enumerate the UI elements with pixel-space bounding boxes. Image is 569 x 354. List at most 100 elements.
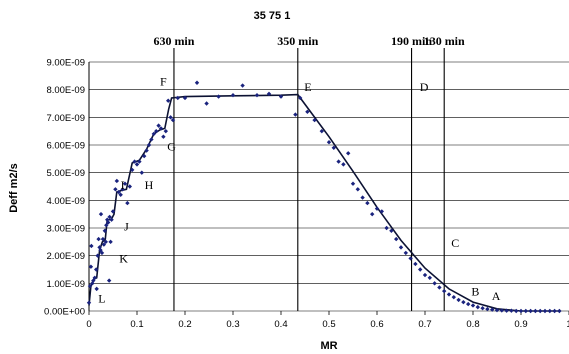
data-point <box>518 308 524 314</box>
data-point <box>113 187 118 192</box>
data-point <box>96 236 101 242</box>
data-point <box>240 83 245 88</box>
data-point <box>151 131 156 137</box>
x-tick-label: 0 <box>86 319 91 330</box>
data-point <box>125 200 130 206</box>
y-tick-label: 0.00E+00 <box>44 307 85 318</box>
data-point <box>446 292 452 297</box>
x-tick-label: 0.5 <box>322 319 335 330</box>
data-point <box>360 195 365 200</box>
data-point <box>305 109 310 114</box>
data-point <box>109 217 114 222</box>
data-point <box>137 159 142 164</box>
data-point <box>98 211 104 217</box>
x-tick-label: 0.8 <box>466 319 479 330</box>
x-tick-label: 0.3 <box>226 319 239 330</box>
region-label: G <box>167 139 176 153</box>
data-point <box>182 95 188 101</box>
y-tick-label: 7.00E-09 <box>46 113 85 124</box>
y-tick-label: 4.00E-09 <box>46 196 85 207</box>
time-marker-label: 350 min <box>277 34 318 48</box>
data-point <box>557 308 562 314</box>
data-point <box>466 301 471 307</box>
data-point <box>106 278 112 283</box>
data-point <box>127 184 132 189</box>
data-point <box>341 162 346 167</box>
data-point <box>336 159 341 164</box>
chart-title: 35 75 1 <box>254 10 291 22</box>
data-point <box>485 306 490 312</box>
data-point <box>139 170 144 175</box>
data-point <box>451 294 456 300</box>
data-point <box>326 140 332 145</box>
data-point <box>87 283 93 289</box>
data-point <box>194 80 200 85</box>
data-point <box>331 145 336 150</box>
region-label: F <box>160 74 167 88</box>
data-point <box>418 267 423 272</box>
x-tick-label: 0.4 <box>274 319 287 330</box>
data-point <box>166 98 171 103</box>
data-point <box>134 162 140 167</box>
data-point <box>408 256 413 261</box>
plot-area: 0.00E+00 1.00E-09 2.00E-09 3.00E-09 4.00E-09… <box>44 34 569 330</box>
data-point <box>230 93 236 98</box>
data-point <box>319 128 324 134</box>
data-point <box>504 308 509 313</box>
x-tick-label: 0.9 <box>514 319 527 330</box>
data-point <box>110 209 116 214</box>
data-point <box>528 308 533 314</box>
data-point <box>389 228 394 233</box>
data-point <box>130 167 135 173</box>
data-point <box>92 275 97 280</box>
region-label: I <box>121 178 125 192</box>
data-point <box>149 137 154 142</box>
x-axis-label: MR <box>320 340 337 352</box>
data-point <box>216 94 221 99</box>
data-point <box>161 134 166 139</box>
data-point <box>107 214 112 220</box>
x-tick-label: 0.2 <box>178 319 191 330</box>
time-marker-label: 190 min <box>391 34 432 48</box>
data-point <box>86 300 92 305</box>
data-point <box>442 288 447 294</box>
y-tick-label: 5.00E-09 <box>46 168 85 179</box>
x-tick-label: 0.1 <box>130 319 143 330</box>
chart-marks: AB C D E F G H I J K L <box>86 74 562 314</box>
data-point <box>175 95 180 101</box>
data-point <box>470 303 476 308</box>
data-point <box>254 93 260 98</box>
time-marker-label: 130 min <box>424 34 465 48</box>
region-label: E <box>304 80 311 94</box>
data-point <box>116 189 121 195</box>
data-point <box>374 206 380 211</box>
data-point <box>432 281 437 286</box>
x-tick-label: 1 <box>566 319 569 330</box>
y-tick-label: 8.00E-09 <box>46 85 85 96</box>
data-point <box>94 267 99 272</box>
data-point <box>370 211 375 217</box>
data-point <box>120 187 125 192</box>
region-label: J <box>124 220 129 234</box>
data-point <box>118 192 123 197</box>
x-tick-label: 0.7 <box>418 319 431 330</box>
data-point <box>122 181 128 186</box>
data-point <box>154 128 159 134</box>
data-point <box>89 243 94 249</box>
y-tick-label: 1.00E-09 <box>46 279 85 290</box>
data-point <box>365 200 370 206</box>
data-point <box>104 223 109 228</box>
data-point <box>542 308 548 314</box>
data-point <box>422 272 428 278</box>
data-point <box>475 304 480 310</box>
data-point <box>298 95 303 101</box>
y-tick-label: 9.00E-09 <box>46 58 85 69</box>
data-point <box>108 239 113 245</box>
data-point <box>346 151 351 156</box>
data-point <box>350 181 356 186</box>
data-point <box>461 299 466 305</box>
data-point <box>523 308 528 314</box>
region-label: K <box>119 251 128 265</box>
data-point <box>509 308 514 313</box>
data-point <box>403 250 408 256</box>
